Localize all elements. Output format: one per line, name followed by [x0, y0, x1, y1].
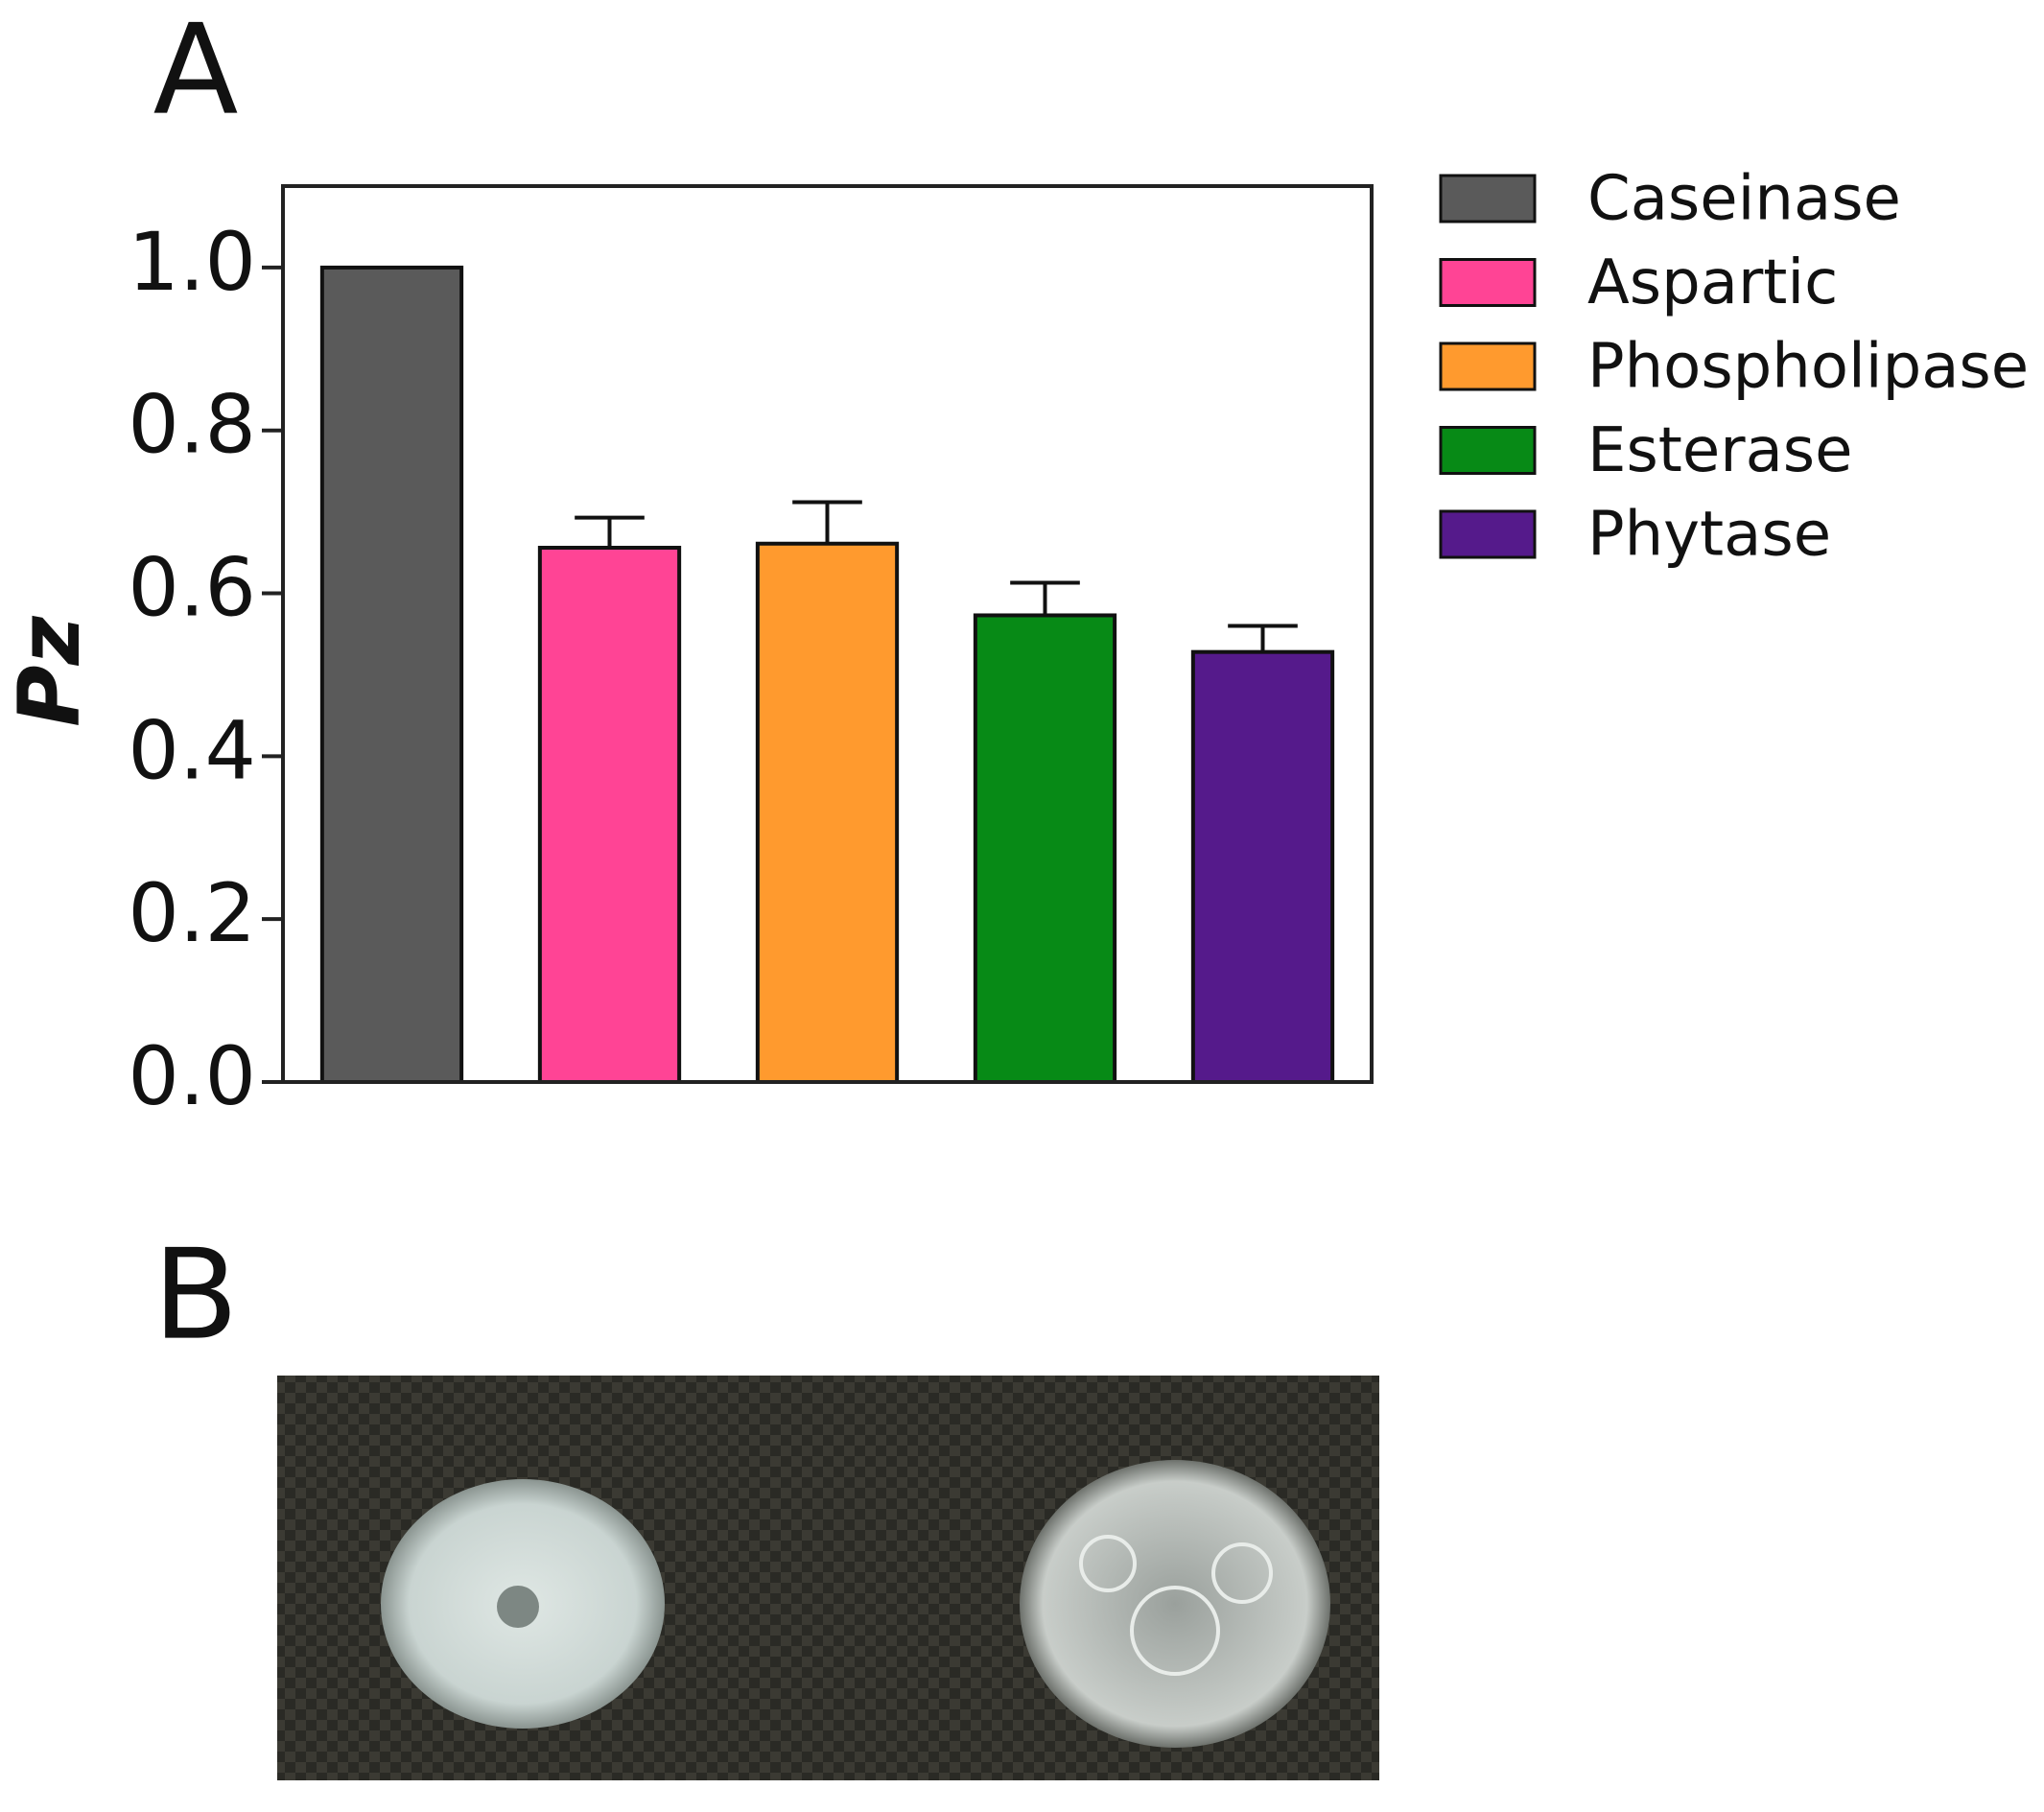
legend-label: Esterase: [1587, 415, 1853, 486]
error-bar: [1228, 624, 1298, 652]
legend-label: Phytase: [1587, 500, 1831, 571]
error-bar: [575, 515, 645, 548]
panel-label: A: [153, 0, 239, 143]
bubble: [497, 1586, 539, 1628]
y-tick-label: 0.6: [128, 540, 256, 634]
y-tick-label: 0.0: [128, 1029, 256, 1123]
legend-label: Aspartic: [1587, 247, 1838, 318]
legend-label: Phospholipase: [1587, 332, 2029, 403]
plot-frame: [281, 184, 1374, 1084]
legend-swatch: [1439, 258, 1537, 307]
y-tick-label: 0.4: [128, 703, 256, 797]
legend-swatch: [1439, 174, 1537, 224]
photo: [277, 1376, 1379, 1780]
legend-swatch: [1439, 341, 1537, 391]
bubble: [1211, 1542, 1273, 1604]
legend-swatch: [1439, 426, 1537, 475]
bar: [537, 545, 682, 1084]
bar: [1190, 649, 1335, 1084]
panel-label: B: [153, 1222, 238, 1368]
legend-swatch: [1439, 509, 1537, 559]
y-tick-label: 0.8: [128, 378, 256, 472]
bubble: [1079, 1535, 1137, 1592]
bar: [755, 541, 900, 1084]
y-axis-label: Pz: [0, 615, 99, 726]
y-tick-label: 0.2: [128, 866, 256, 960]
bar: [973, 613, 1117, 1084]
bubble: [1130, 1586, 1220, 1676]
error-bar: [1010, 580, 1080, 616]
bar: [319, 265, 464, 1084]
plot-area: 0.0 0.2 0.4 0.6 0.8 1.0: [128, 215, 1335, 1123]
droplet: [1020, 1460, 1330, 1748]
error-bar: [792, 500, 862, 544]
y-tick-label: 1.0: [128, 215, 256, 309]
legend-label: Caseinase: [1587, 164, 1901, 235]
